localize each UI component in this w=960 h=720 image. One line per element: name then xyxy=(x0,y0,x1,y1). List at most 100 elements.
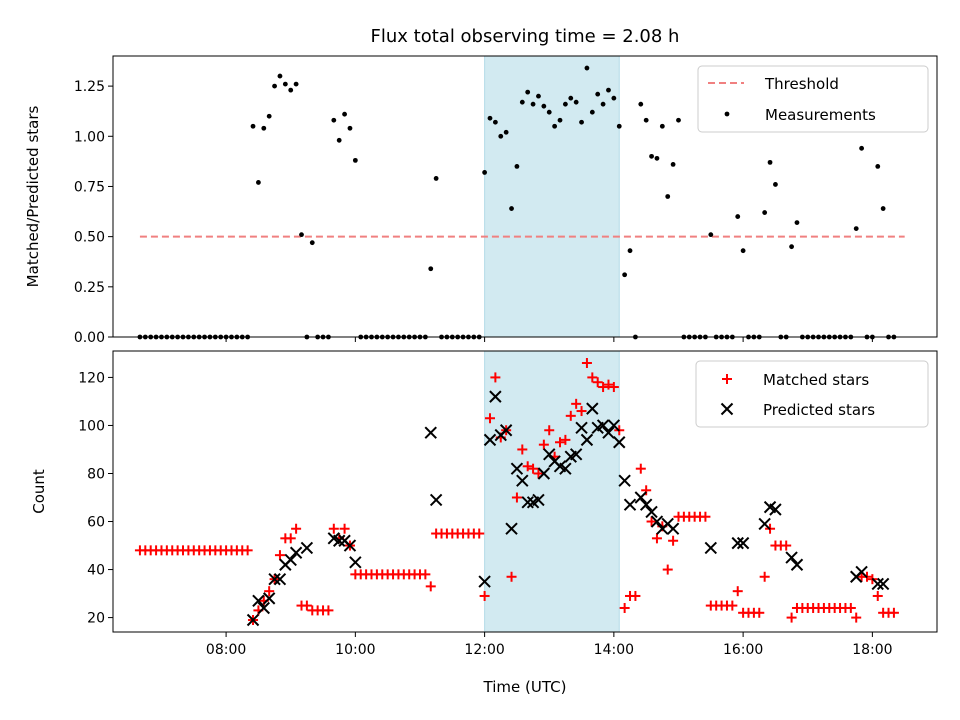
measurement-point xyxy=(288,87,294,93)
top-ytick-label-2: 0.50 xyxy=(74,230,105,246)
measurement-point xyxy=(740,248,746,254)
measurement-point xyxy=(789,244,794,250)
x-ticks-bottom: 08:00 10:00 12:00 14:00 16:00 18:00 xyxy=(206,632,893,658)
legend-top: Threshold Measurements xyxy=(697,65,929,133)
legend-measurements-label: Measurements xyxy=(765,106,876,124)
matched-stars-point xyxy=(522,461,533,472)
measurement-point xyxy=(735,214,741,219)
predicted-stars-point xyxy=(575,421,588,435)
measurement-point xyxy=(336,137,342,143)
measurement-point xyxy=(277,73,283,79)
predicted-stars-point xyxy=(586,402,599,415)
y-axis-label-bottom: Count xyxy=(30,469,48,514)
predicted-stars-point xyxy=(855,565,868,579)
measurement-point xyxy=(482,170,488,175)
measurement-point xyxy=(514,163,520,169)
predicted-stars-point xyxy=(731,536,744,550)
measurement-point xyxy=(536,93,541,99)
matched-stars-point xyxy=(517,444,528,455)
legend-bottom-box xyxy=(695,360,929,428)
predicted-stars-point xyxy=(252,594,265,607)
matched-stars-point xyxy=(339,523,350,534)
predicted-stars-point xyxy=(639,498,653,511)
matched-stars-point xyxy=(872,590,883,601)
predicted-stars-point xyxy=(268,572,281,586)
predicted-stars-point xyxy=(758,517,771,531)
measurement-point xyxy=(600,101,606,107)
y-ticks-bottom: 20 40 60 80 100 120 xyxy=(78,370,113,627)
matched-stars-point xyxy=(727,600,738,611)
matched-stars-point xyxy=(571,398,582,409)
measurement-point xyxy=(347,125,353,131)
xtick-label-1: 10:00 xyxy=(335,642,375,658)
predicted-stars-points xyxy=(246,390,890,627)
predicted-stars-point xyxy=(289,546,303,559)
legend-predicted-label: Predicted stars xyxy=(763,401,875,419)
measurement-point xyxy=(611,95,617,101)
measurement-point xyxy=(579,119,584,125)
matched-stars-point xyxy=(635,463,646,474)
predicted-stars-point xyxy=(489,390,502,403)
predicted-stars-point xyxy=(569,448,583,461)
matched-stars-point xyxy=(511,492,522,503)
measurement-point xyxy=(352,157,358,163)
measurement-point xyxy=(498,133,504,139)
matched-stars-point xyxy=(630,590,641,601)
predicted-stars-point xyxy=(499,424,513,437)
predicted-stars-point xyxy=(246,613,260,627)
measurement-point xyxy=(433,176,439,181)
bottom-ytick-label-3: 80 xyxy=(87,466,105,482)
predicted-stars-point xyxy=(429,493,443,507)
measurement-point xyxy=(627,248,633,254)
measurement-point xyxy=(342,111,347,117)
predicted-stars-point xyxy=(532,493,545,507)
matched-stars-point xyxy=(274,550,285,561)
matched-stars-point xyxy=(587,372,598,383)
measurement-point xyxy=(266,113,272,119)
matched-stars-point xyxy=(565,410,576,421)
legend-matched-swatch xyxy=(722,374,732,384)
matched-stars-point xyxy=(474,528,485,539)
bottom-ytick-label-5: 120 xyxy=(78,370,105,386)
measurement-point xyxy=(509,206,514,211)
top-ytick-label-4: 1.00 xyxy=(74,129,105,145)
measurement-point xyxy=(299,232,304,238)
measurement-point xyxy=(670,161,676,167)
predicted-stars-point xyxy=(483,433,497,447)
matched-stars-point xyxy=(291,523,302,534)
measurement-point xyxy=(589,109,595,115)
x-axis-label: Time (UTC) xyxy=(483,678,567,696)
xtick-label-3: 14:00 xyxy=(594,642,634,658)
matched-stars-point xyxy=(646,516,657,527)
matched-stars-point xyxy=(662,564,673,575)
matched-stars-point xyxy=(845,602,856,613)
measurement-point xyxy=(773,182,778,187)
measurement-point xyxy=(573,99,579,105)
matched-stars-point xyxy=(420,569,431,580)
predicted-stars-point xyxy=(516,474,529,487)
matched-stars-point xyxy=(425,581,436,592)
measurement-point xyxy=(557,117,563,123)
measurement-point xyxy=(794,220,800,225)
measurement-point xyxy=(708,232,714,238)
xtick-label-4: 16:00 xyxy=(723,642,763,658)
predicted-stars-point xyxy=(790,558,804,571)
matched-stars-point xyxy=(560,434,571,445)
measurement-point xyxy=(261,125,267,131)
axes-frame-bottom xyxy=(112,350,938,633)
measurement-point xyxy=(676,117,681,123)
measurement-point xyxy=(492,119,498,125)
predicted-stars-point xyxy=(736,536,750,550)
measurement-point xyxy=(659,123,665,129)
xtick-label-0: 08:00 xyxy=(206,642,246,658)
panel-counts: 20 40 60 80 100 120 08:00 10:00 12:00 14:00 16:00… xyxy=(30,350,938,696)
measurement-point xyxy=(562,101,568,107)
legend-top-box xyxy=(697,65,929,133)
measurement-point xyxy=(649,153,654,159)
legend-matched-label: Matched stars xyxy=(763,371,869,389)
measurement-point xyxy=(525,89,531,95)
matched-stars-point xyxy=(538,439,549,450)
legend-predicted-swatch xyxy=(720,402,734,416)
xtick-label-2: 12:00 xyxy=(464,642,504,658)
measurement-point xyxy=(859,145,865,151)
